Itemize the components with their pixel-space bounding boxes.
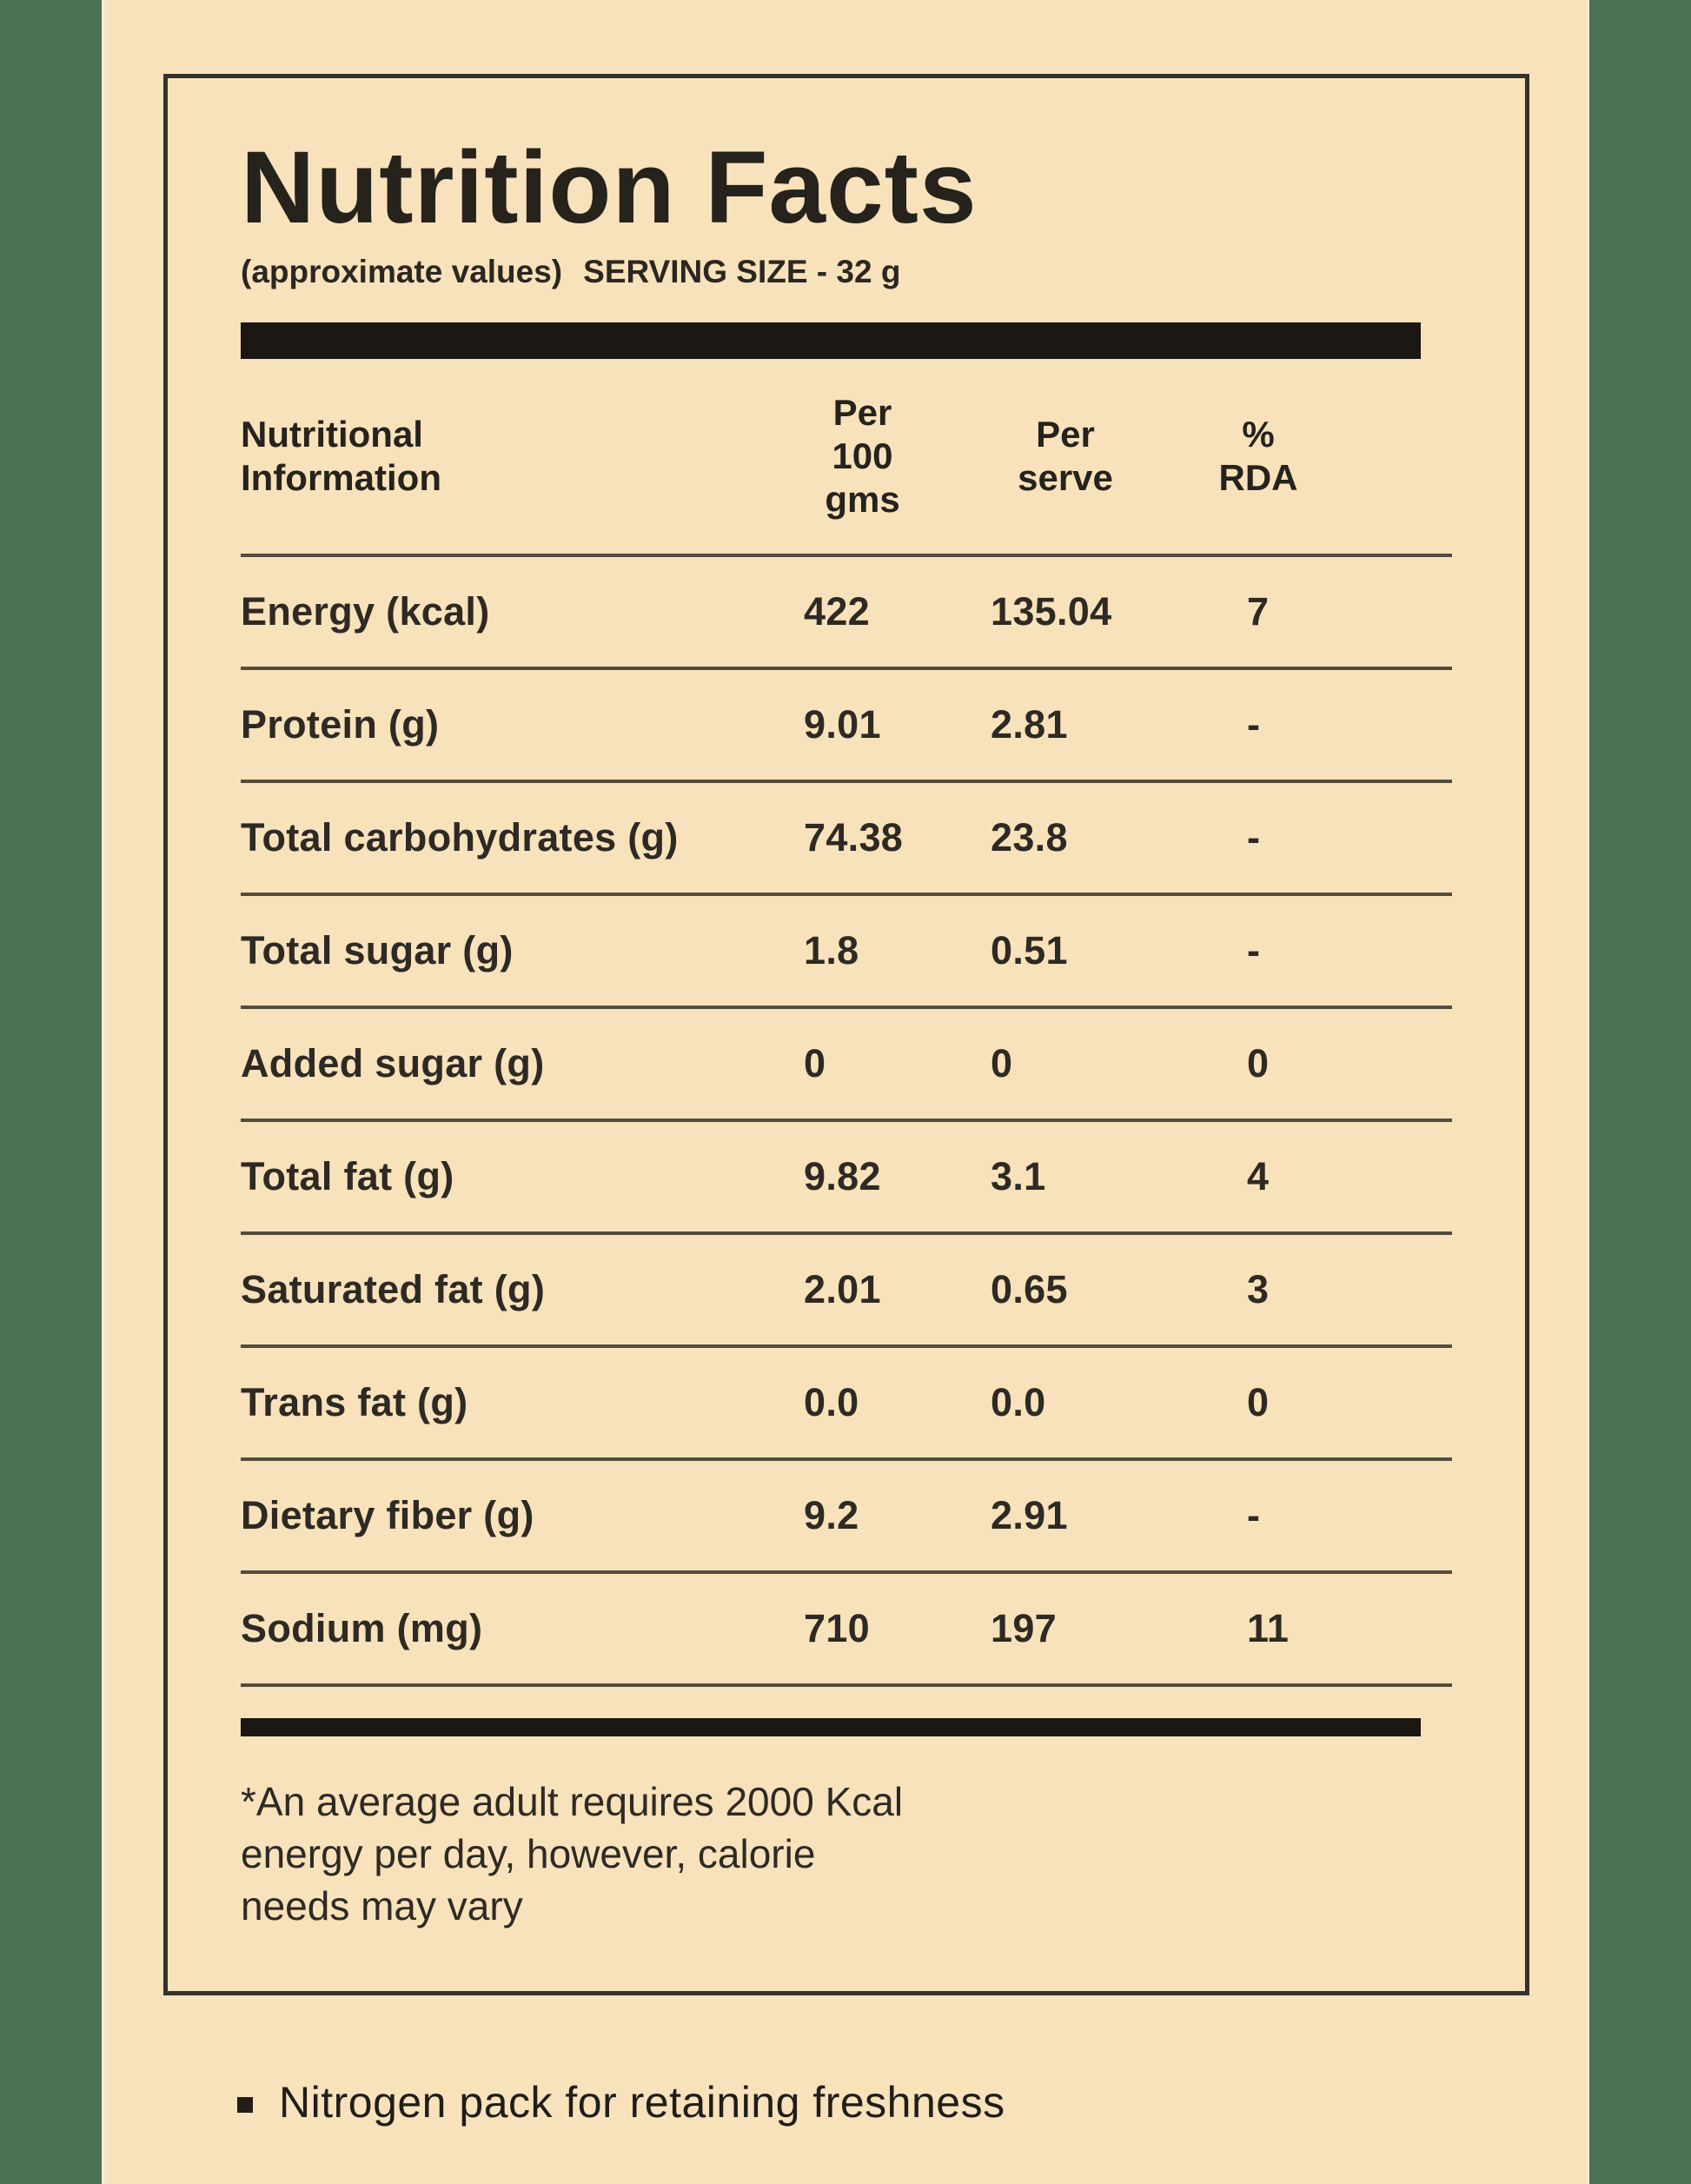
table-row: Total sugar (g) 1.8 0.51 - (241, 896, 1452, 1006)
per-serve-value: 135.04 (991, 589, 1112, 634)
table-row: Trans fat (g) 0.0 0.0 0 (241, 1348, 1452, 1457)
row-separator-line (241, 1457, 1452, 1462)
column-header-nutritional-information: Nutritional Information (241, 413, 441, 499)
right-green-stripe (1587, 0, 1691, 2184)
per-serve-value: 23.8 (991, 815, 1068, 860)
nutrient-name: Energy (kcal) (241, 589, 490, 634)
row-separator-line (241, 1344, 1452, 1349)
table-row: Total carbohydrates (g) 74.38 23.8 - (241, 783, 1452, 893)
rda-percent-value: 0 (1247, 1041, 1270, 1086)
nutrient-name: Sodium (mg) (241, 1606, 483, 1651)
approximate-values-note: (approximate values) (241, 253, 563, 289)
nutrient-name: Total fat (g) (241, 1154, 454, 1199)
row-separator-line (241, 1683, 1452, 1688)
rda-percent-value: 3 (1247, 1267, 1270, 1312)
per-serve-value: 2.81 (991, 702, 1068, 747)
table-row: Total fat (g) 9.82 3.1 4 (241, 1122, 1452, 1231)
per-100-gms-value: 710 (804, 1606, 870, 1651)
per-100-gms-value: 9.82 (804, 1154, 881, 1199)
per-100-gms-value: 422 (804, 589, 870, 634)
table-row: Dietary fiber (g) 9.2 2.91 - (241, 1461, 1452, 1570)
row-separator-line (241, 1570, 1452, 1575)
rda-percent-value: 11 (1247, 1606, 1290, 1651)
rda-percent-value: - (1247, 928, 1261, 973)
column-header-per-serve: Per serve (1018, 413, 1113, 499)
rda-percent-value: 4 (1247, 1154, 1270, 1199)
nutrient-name: Dietary fiber (g) (241, 1493, 534, 1538)
nutrition-facts-panel: Nutrition Facts (approximate values) SERV… (163, 74, 1529, 1995)
rda-percent-value: - (1247, 815, 1261, 860)
row-separator-line (241, 667, 1452, 671)
row-separator-line (241, 893, 1452, 897)
divider-bar-bottom (241, 1718, 1421, 1737)
row-separator-line (241, 1006, 1452, 1010)
per-serve-value: 0.0 (991, 1380, 1046, 1425)
divider-bar-top (241, 322, 1421, 360)
nutrient-name: Total carbohydrates (g) (241, 815, 679, 860)
column-header-per-100-gms: Per 100 gms (825, 391, 900, 521)
per-serve-value: 3.1 (991, 1154, 1046, 1199)
per-100-gms-value: 0 (804, 1041, 826, 1086)
page-title: Nutrition Facts (241, 130, 978, 245)
column-header-rda: % RDA (1218, 413, 1298, 499)
square-bullet-icon (237, 2097, 253, 2113)
row-separator-line (241, 780, 1452, 784)
nutrient-name: Added sugar (g) (241, 1041, 545, 1086)
serving-subtitle: (approximate values) SERVING SIZE - 32 g (241, 253, 1452, 291)
rda-percent-value: 7 (1247, 589, 1270, 634)
per-serve-value: 0 (991, 1041, 1013, 1086)
table-row: Energy (kcal) 422 135.04 7 (241, 557, 1452, 667)
per-serve-value: 2.91 (991, 1493, 1068, 1538)
nutrition-table-body: Energy (kcal) 422 135.04 7 Protein (g) 9… (241, 557, 1452, 1688)
row-separator-line (241, 1231, 1452, 1236)
nutrient-name: Saturated fat (g) (241, 1267, 546, 1312)
table-row: Saturated fat (g) 2.01 0.65 3 (241, 1235, 1452, 1344)
per-100-gms-value: 9.2 (804, 1493, 859, 1538)
per-100-gms-value: 2.01 (804, 1267, 881, 1312)
per-serve-value: 197 (991, 1606, 1057, 1651)
nitrogen-pack-note: Nitrogen pack for retaining freshness (237, 2077, 1005, 2128)
table-header-row: Nutritional Information Per 100 gms Per serv… (241, 359, 1452, 554)
per-serve-value: 0.65 (991, 1267, 1068, 1312)
rda-percent-value: - (1247, 1493, 1261, 1538)
table-row: Added sugar (g) 0 0 0 (241, 1009, 1452, 1119)
table-row: Protein (g) 9.01 2.81 - (241, 670, 1452, 780)
rda-percent-value: 0 (1247, 1380, 1270, 1425)
per-100-gms-value: 74.38 (804, 815, 904, 860)
rda-percent-value: - (1247, 702, 1261, 747)
per-100-gms-value: 0.0 (804, 1380, 859, 1425)
header-separator-line (241, 554, 1452, 558)
nutrient-name: Total sugar (g) (241, 928, 514, 973)
row-separator-line (241, 1119, 1452, 1123)
rda-footnote: *An average adult requires 2000 Kcal ener… (241, 1779, 904, 1928)
nitrogen-pack-text: Nitrogen pack for retaining freshness (279, 2078, 1005, 2127)
nutrient-name: Trans fat (g) (241, 1380, 468, 1425)
serving-size-text: SERVING SIZE - 32 g (583, 253, 901, 289)
per-serve-value: 0.51 (991, 928, 1068, 973)
per-100-gms-value: 1.8 (804, 928, 859, 973)
left-green-stripe (0, 0, 104, 2184)
table-row: Sodium (mg) 710 197 11 (241, 1574, 1452, 1683)
nutrient-name: Protein (g) (241, 702, 440, 747)
per-100-gms-value: 9.01 (804, 702, 881, 747)
